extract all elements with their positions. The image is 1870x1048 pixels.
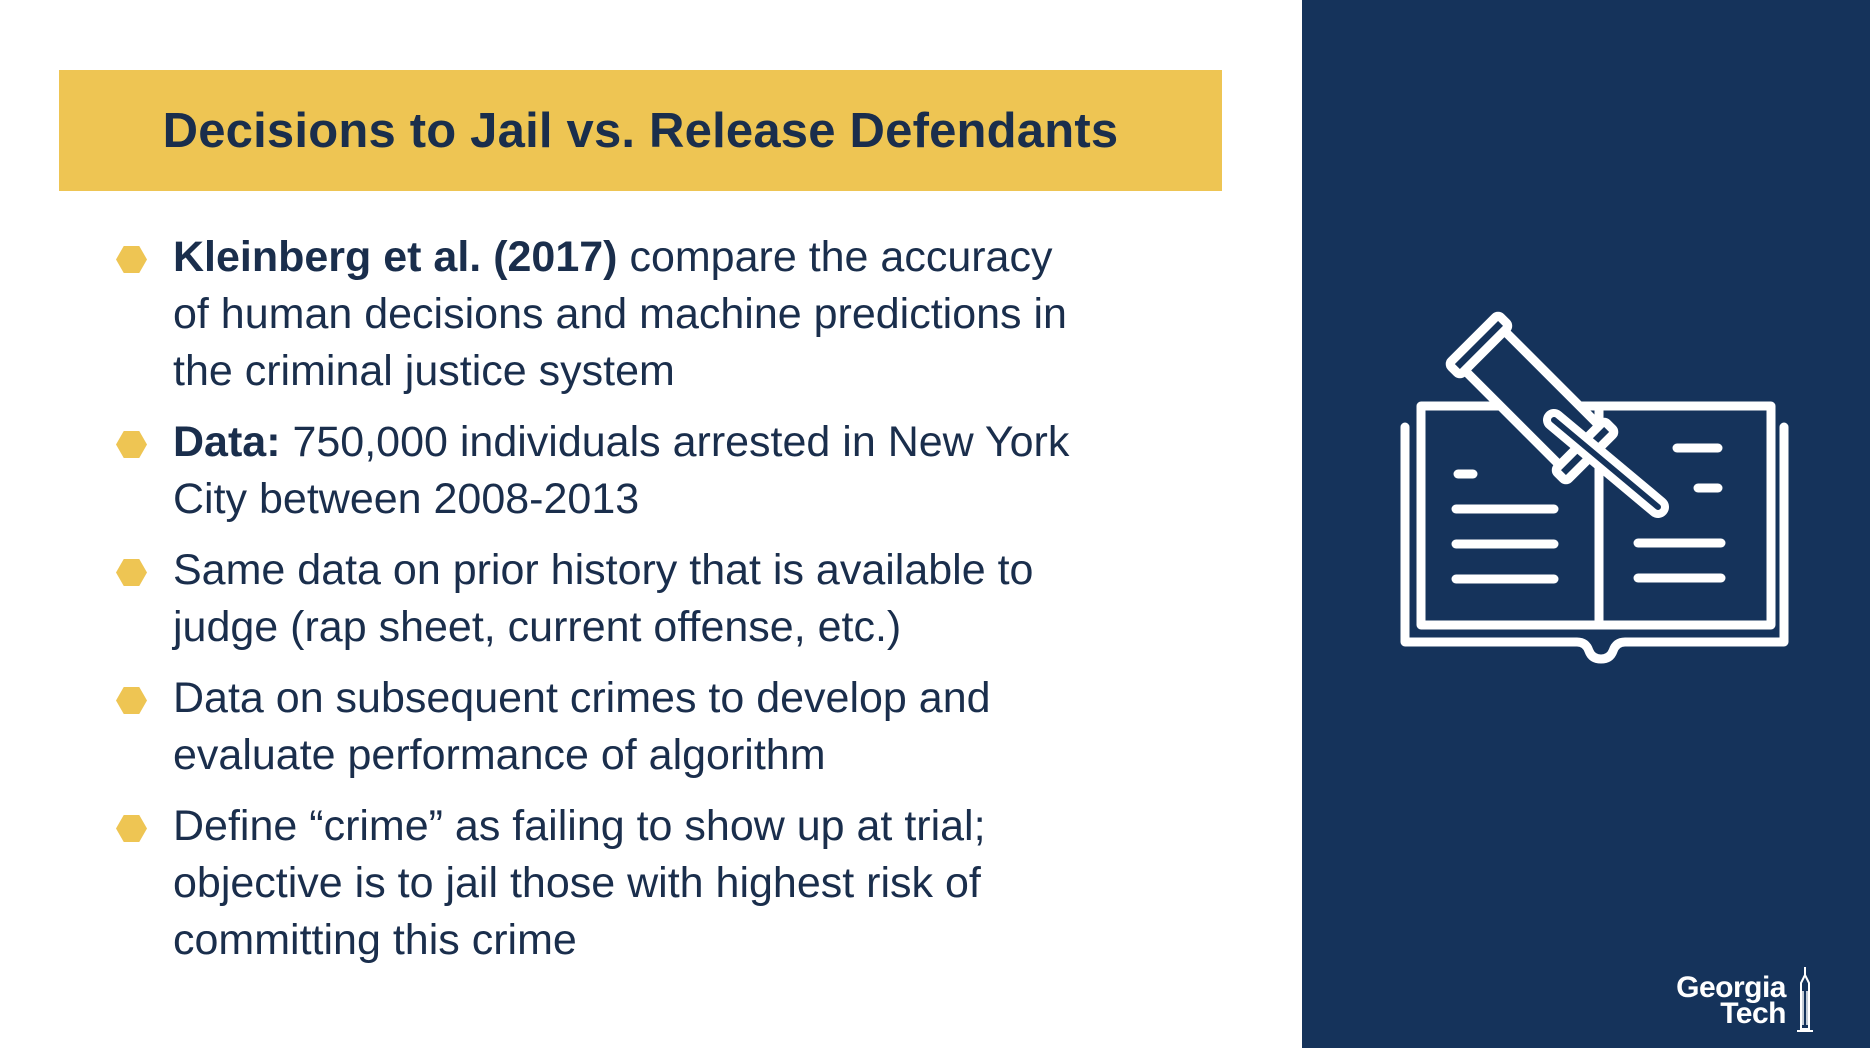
slide-title: Decisions to Jail vs. Release Defendants xyxy=(162,103,1119,158)
title-bar: Decisions to Jail vs. Release Defendants xyxy=(59,70,1222,191)
bullet-line: judge (rap sheet, current offense, etc.) xyxy=(173,603,902,651)
bullet-line: Kleinberg et al. (2017) compare the accu… xyxy=(173,233,1053,281)
bullet-line: of human decisions and machine predictio… xyxy=(173,290,1067,338)
hexagon-bullet-icon xyxy=(116,246,147,273)
hexagon-bullet-icon xyxy=(116,559,147,586)
bullet-line: Define “crime” as failing to show up at … xyxy=(173,802,986,850)
bullet-line: evaluate performance of algorithm xyxy=(173,731,826,779)
bullet-line: Same data on prior history that is avail… xyxy=(173,546,1034,594)
bullet-list: Kleinberg et al. (2017) compare the accu… xyxy=(114,229,1194,983)
bullet-line: Data on subsequent crimes to develop and xyxy=(173,674,991,722)
hexagon-bullet-icon xyxy=(116,815,147,842)
bullet-line: committing this crime xyxy=(173,916,577,964)
bullet-item: Define “crime” as failing to show up at … xyxy=(114,798,1194,969)
bullet-item: Kleinberg et al. (2017) compare the accu… xyxy=(114,229,1194,400)
georgia-tech-logo: Georgia Tech xyxy=(1646,965,1836,1035)
bullet-line: the criminal justice system xyxy=(173,347,675,395)
bullet-item: Same data on prior history that is avail… xyxy=(114,542,1194,656)
bullet-item: Data: 750,000 individuals arrested in Ne… xyxy=(114,414,1194,528)
logo-line-2: Tech xyxy=(1720,997,1786,1030)
logo-line-1: Georgia xyxy=(1676,971,1786,1004)
tech-tower-icon xyxy=(1797,967,1813,1032)
bullet-line: objective is to jail those with highest … xyxy=(173,859,981,907)
hexagon-bullet-icon xyxy=(116,687,147,714)
bullet-line: Data: 750,000 individuals arrested in Ne… xyxy=(173,418,1070,466)
hexagon-bullet-icon xyxy=(116,431,147,458)
bullet-line: City between 2008-2013 xyxy=(173,475,640,523)
gavel-on-open-book-icon xyxy=(1400,311,1789,664)
bullet-item: Data on subsequent crimes to develop and… xyxy=(114,670,1194,784)
